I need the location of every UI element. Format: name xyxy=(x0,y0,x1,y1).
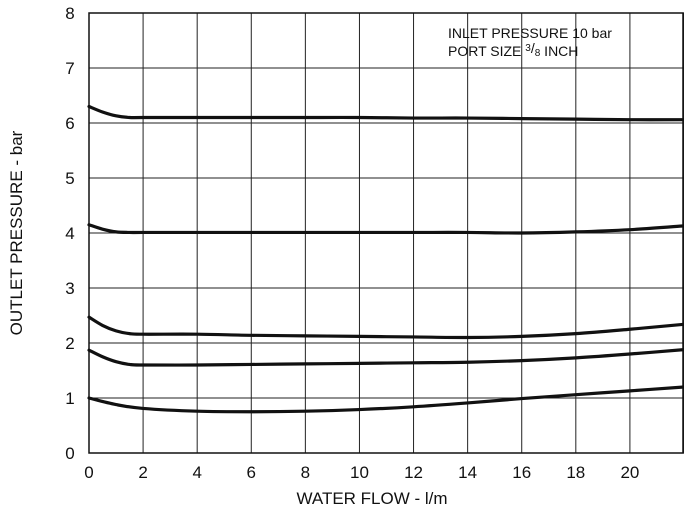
y-tick-label: 0 xyxy=(65,444,74,463)
plot-frame xyxy=(88,12,684,454)
series-line-5 xyxy=(87,385,684,414)
series-group xyxy=(87,104,684,414)
y-tick-label: 3 xyxy=(65,279,74,298)
y-tick-label: 1 xyxy=(65,389,74,408)
y-tick-label: 6 xyxy=(65,114,74,133)
fraction-denominator: 8 xyxy=(535,48,541,59)
x-tick-label: 18 xyxy=(566,463,585,482)
y-tick-label: 8 xyxy=(65,4,74,23)
x-tick-label: 0 xyxy=(84,463,93,482)
fraction-numerator: 3 xyxy=(525,43,531,54)
annotation-port-size: PORT SIZE 3/8 INCH xyxy=(448,40,578,59)
series-line-1 xyxy=(87,104,684,122)
y-tick-label: 5 xyxy=(65,169,74,188)
y-tick-label: 4 xyxy=(65,224,74,243)
y-tick-label: 2 xyxy=(65,334,74,353)
x-tick-label: 20 xyxy=(620,463,639,482)
annotation-port-suffix: INCH xyxy=(540,43,578,59)
annotation-inlet-pressure: INLET PRESSURE 10 bar xyxy=(448,25,612,41)
x-tick-label: 14 xyxy=(458,463,477,482)
x-tick-label: 4 xyxy=(192,463,201,482)
x-axis-label: WATER FLOW - l/m xyxy=(296,489,447,508)
y-axis-label: OUTLET PRESSURE - bar xyxy=(7,130,26,335)
x-tick-label: 10 xyxy=(350,463,369,482)
x-tick-label: 16 xyxy=(512,463,531,482)
x-tick-label: 12 xyxy=(404,463,423,482)
x-tick-labels: 0 2 4 6 8 10 12 14 16 18 20 xyxy=(84,463,639,482)
y-tick-label: 7 xyxy=(65,59,74,78)
annotation-port-prefix: PORT SIZE xyxy=(448,43,525,59)
fraction-slash: / xyxy=(531,40,535,56)
series-line-3 xyxy=(87,315,684,340)
series-line-2 xyxy=(87,223,684,235)
x-tick-label: 2 xyxy=(138,463,147,482)
x-tick-label: 6 xyxy=(247,463,256,482)
y-tick-labels: 0 1 2 3 4 5 6 7 8 xyxy=(65,4,74,463)
series-line-4 xyxy=(87,348,684,367)
x-tick-label: 8 xyxy=(301,463,310,482)
